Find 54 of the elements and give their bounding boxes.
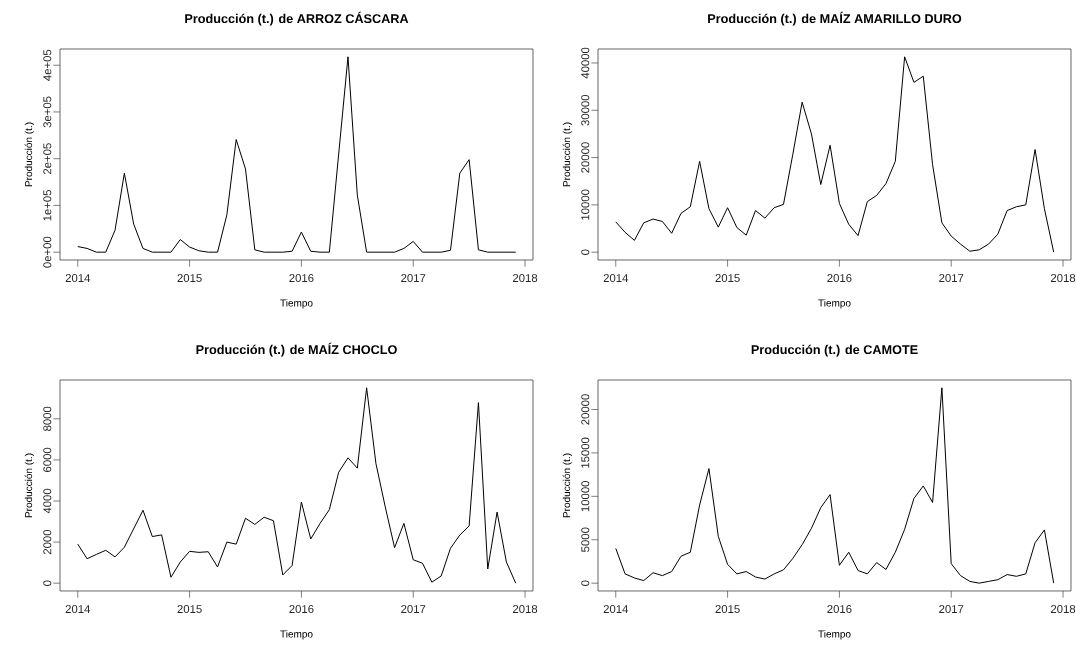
chart-title: Producción (t.) de ARROZ CÁSCARA — [185, 11, 409, 26]
x-tick-label: 2015 — [177, 605, 202, 614]
x-axis-title: Tiempo — [818, 299, 851, 309]
x-tick-label: 2018 — [1050, 605, 1076, 614]
x-tick-label: 2016 — [827, 605, 852, 614]
y-axis-title: Producción (t.) — [24, 122, 35, 187]
y-tick-label: 0e+00 — [43, 236, 52, 268]
y-tick-label: 2e+05 — [43, 143, 52, 175]
y-tick-label: 20000 — [581, 394, 590, 425]
y-tick-label: 0 — [581, 249, 590, 255]
x-tick-label: 2016 — [289, 274, 314, 283]
y-tick-label: 0 — [581, 580, 590, 586]
x-tick-label: 2017 — [939, 274, 964, 283]
y-tick-label: 2000 — [43, 529, 52, 555]
x-tick-label: 2015 — [177, 274, 202, 283]
x-axis-title: Tiempo — [280, 630, 313, 640]
y-axis-title: Producción (t.) — [562, 122, 573, 187]
y-tick-label: 3e+05 — [43, 96, 52, 128]
chart-title: Producción (t.) de MAÍZ CHOCLO — [196, 342, 397, 357]
y-tick-label: 10000 — [581, 481, 590, 512]
x-tick-label: 2014 — [65, 274, 91, 283]
y-tick-label: 5000 — [581, 527, 590, 552]
line-series — [615, 56, 1055, 253]
y-tick-label: 0 — [43, 580, 52, 586]
y-tick-label: 1e+05 — [43, 189, 52, 221]
x-tick-label: 2016 — [289, 605, 314, 614]
y-tick-label: 4000 — [43, 488, 52, 514]
chart-title: Producción (t.) de MAÍZ AMARILLO DURO — [708, 11, 962, 26]
x-tick-label: 2017 — [401, 274, 426, 283]
y-tick-label: 30000 — [581, 94, 590, 126]
x-tick-label: 2014 — [65, 605, 91, 614]
x-tick-label: 2015 — [715, 605, 740, 614]
y-tick-label: 8000 — [43, 406, 52, 431]
x-tick-label: 2018 — [512, 605, 538, 614]
x-axis-title: Tiempo — [818, 630, 851, 640]
x-tick-label: 2017 — [401, 605, 426, 614]
y-tick-label: 6000 — [43, 447, 52, 472]
x-tick-label: 2015 — [715, 274, 740, 283]
x-axis-title: Tiempo — [280, 299, 313, 309]
line-series — [615, 387, 1055, 584]
x-tick-label: 2014 — [603, 274, 629, 283]
x-tick-label: 2017 — [939, 605, 964, 614]
y-tick-label: 4e+05 — [43, 49, 52, 81]
y-tick-label: 20000 — [581, 142, 590, 173]
chart-title: Producción (t.) de CAMOTE — [751, 344, 918, 357]
x-tick-label: 2016 — [827, 274, 852, 283]
y-axis-title: Producción (t.) — [24, 453, 35, 518]
x-tick-label: 2014 — [603, 605, 629, 614]
y-tick-label: 40000 — [581, 47, 590, 79]
y-axis-title: Producción (t.) — [562, 453, 573, 518]
x-tick-label: 2018 — [1050, 274, 1076, 283]
y-tick-label: 10000 — [581, 189, 590, 220]
x-tick-label: 2018 — [512, 274, 538, 283]
y-tick-label: 15000 — [581, 437, 590, 468]
